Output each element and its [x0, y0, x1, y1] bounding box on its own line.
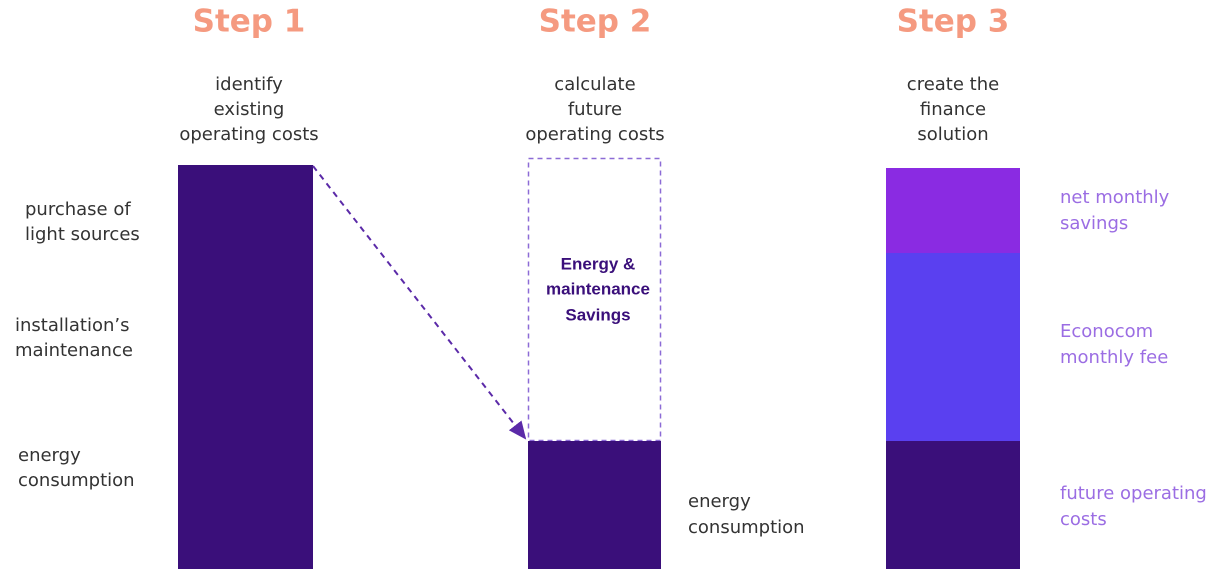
label: light sources — [25, 224, 140, 245]
step2-bar — [528, 441, 661, 569]
step-title: Step 3 — [897, 4, 1010, 40]
arrow — [312, 165, 527, 440]
subtitle: operating costs — [525, 124, 664, 145]
savings-label: maintenance — [546, 279, 650, 298]
label: consumption — [18, 470, 135, 491]
subtitle: future — [568, 99, 622, 120]
step-title: Step 2 — [539, 4, 652, 40]
subtitle: identify — [215, 74, 283, 95]
net-savings-segment — [886, 168, 1020, 253]
step1-bar — [178, 165, 313, 569]
subtitle: finance — [920, 99, 986, 120]
savings-label: Energy & — [561, 254, 636, 273]
label: purchase of — [25, 199, 131, 220]
label: maintenance — [15, 340, 133, 361]
subtitle: solution — [917, 124, 988, 145]
label: net monthly — [1060, 187, 1170, 208]
savings-label: Savings — [565, 305, 630, 324]
label: future operating — [1060, 483, 1207, 504]
label: installation’s — [15, 315, 130, 336]
future-costs-segment — [886, 441, 1020, 569]
label: consumption — [688, 517, 805, 538]
label: energy — [18, 445, 81, 466]
label: costs — [1060, 509, 1107, 530]
subtitle: operating costs — [179, 124, 318, 145]
label: Econocom — [1060, 321, 1153, 342]
subtitle: calculate — [554, 74, 635, 95]
label: monthly fee — [1060, 347, 1168, 368]
label: savings — [1060, 213, 1128, 234]
subtitle: create the — [907, 74, 999, 95]
label: energy — [688, 491, 751, 512]
fee-segment — [886, 253, 1020, 441]
step-title: Step 1 — [193, 4, 306, 40]
subtitle: existing — [214, 99, 285, 120]
savings-box — [527, 157, 662, 442]
